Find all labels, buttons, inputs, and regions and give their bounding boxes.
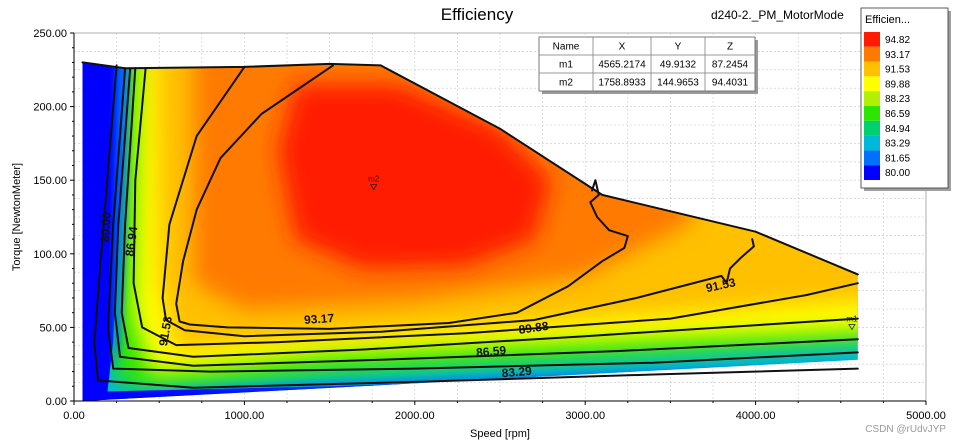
contour-line-3 xyxy=(120,67,859,358)
y-tick-label: 200.00 xyxy=(33,102,67,114)
contour-line-4 xyxy=(113,67,859,367)
legend-level-label: 89.88 xyxy=(885,79,910,90)
contour-label: 91.53 xyxy=(156,315,175,347)
legend-swatch xyxy=(864,32,880,47)
legend-swatch xyxy=(864,135,880,151)
x-tick-label: 0.00 xyxy=(63,410,84,422)
contour-line-1 xyxy=(161,65,755,338)
contour-labels: 93.17 91.53 91.53 89.88 86.59 83.29 80.00 86.94 xyxy=(98,211,737,380)
efficiency-band-4 xyxy=(278,84,552,269)
marker-table-cell-border xyxy=(704,72,756,92)
contour-label: 93.17 xyxy=(304,311,335,327)
marker-table-box xyxy=(538,36,756,92)
legend-level-label: 83.29 xyxy=(885,139,910,150)
contour-line-5 xyxy=(107,67,859,373)
y-tick-label: 100.00 xyxy=(33,249,67,261)
contour-label: 83.29 xyxy=(501,364,532,381)
legend-title: Efficien... xyxy=(865,14,910,26)
legend-level-label: 91.53 xyxy=(885,65,910,76)
legend-level-label: 93.17 xyxy=(885,50,910,61)
contour-label: 91.53 xyxy=(705,275,738,295)
contour-label: 86.94 xyxy=(122,225,140,257)
contour-label: 86.59 xyxy=(476,343,507,360)
contour-line-6 xyxy=(93,64,859,389)
axes: 0.00 1000.00 2000.00 3000.00 4000.00 5000.00 0… xyxy=(33,28,946,422)
x-axis-label: Speed [rpm] xyxy=(470,428,530,440)
legend-level-label: 84.94 xyxy=(885,124,910,135)
torque-envelope-line xyxy=(81,61,859,276)
legend-level-label: 88.23 xyxy=(885,94,910,105)
marker-table-cell: 1758.8933 xyxy=(598,78,646,89)
x-tick-label: 1000.00 xyxy=(225,410,265,422)
marker-table-cell: 4565.2174 xyxy=(598,60,646,71)
watermark-text: CSDN @rUdvJYP xyxy=(865,424,946,435)
efficiency-contours xyxy=(81,61,859,389)
marker-table-cell: m1 xyxy=(559,60,573,71)
y-tick-label: 150.00 xyxy=(33,175,67,187)
legend-swatch xyxy=(864,106,880,121)
legend-level-label: 94.82 xyxy=(885,35,910,46)
chart-title: Efficiency xyxy=(441,5,514,24)
legend-swatch xyxy=(864,165,880,180)
marker-table-header: Y xyxy=(675,42,682,53)
legend-swatch xyxy=(864,150,880,166)
y-axis-label: Torque [NewtonMeter] xyxy=(11,163,23,271)
marker-m1[interactable] xyxy=(848,324,856,331)
contour-label: 80.00 xyxy=(98,211,114,242)
legend[interactable]: Efficien... 94.82 93.17 91.53 89.88 88.23 86.5… xyxy=(860,7,951,191)
marker-table-cell: 87.2454 xyxy=(712,60,749,71)
chart-subtitle: d240-2._PM_MotorMode xyxy=(711,8,844,22)
legend-level-label: 86.59 xyxy=(885,109,910,120)
marker-label-m2: m2 xyxy=(368,175,380,184)
marker-m2[interactable] xyxy=(370,184,378,191)
marker-table-cell: 49.9132 xyxy=(660,60,697,71)
x-tick-label: 3000.00 xyxy=(565,410,605,422)
contour-label: 89.88 xyxy=(518,319,550,337)
x-tick-label: 2000.00 xyxy=(395,410,435,422)
x-tick-label: 5000.00 xyxy=(906,410,946,422)
marker-table-header: Z xyxy=(727,42,733,53)
marker-table-header: X xyxy=(619,42,626,53)
marker-table-header: Name xyxy=(553,42,580,53)
x-tick-label: 4000.00 xyxy=(736,410,776,422)
marker-label-m1: m1 xyxy=(846,315,858,324)
markers: m1 m2 xyxy=(368,175,858,331)
y-tick-label: 250.00 xyxy=(33,28,67,40)
legend-swatch xyxy=(864,46,880,62)
contour-line-2 xyxy=(132,67,859,347)
contour-line-0 xyxy=(175,64,629,330)
legend-swatch xyxy=(864,61,880,77)
legend-swatch xyxy=(864,120,880,136)
legend-level-label: 80.00 xyxy=(885,168,910,179)
legend-swatch xyxy=(864,76,880,92)
marker-table-cell: m2 xyxy=(559,78,573,89)
legend-level-label: 81.65 xyxy=(885,153,910,164)
marker-table-cell: 144.9653 xyxy=(657,78,699,89)
y-tick-label: 0.00 xyxy=(46,396,67,408)
y-tick-label: 50.00 xyxy=(39,322,67,334)
legend-swatch xyxy=(864,91,880,106)
marker-table[interactable]: Name X Y Zm1 4565.2174 49.9132 87.2454 m2 1758.8… xyxy=(538,36,758,94)
marker-table-cell: 94.4031 xyxy=(712,78,749,89)
